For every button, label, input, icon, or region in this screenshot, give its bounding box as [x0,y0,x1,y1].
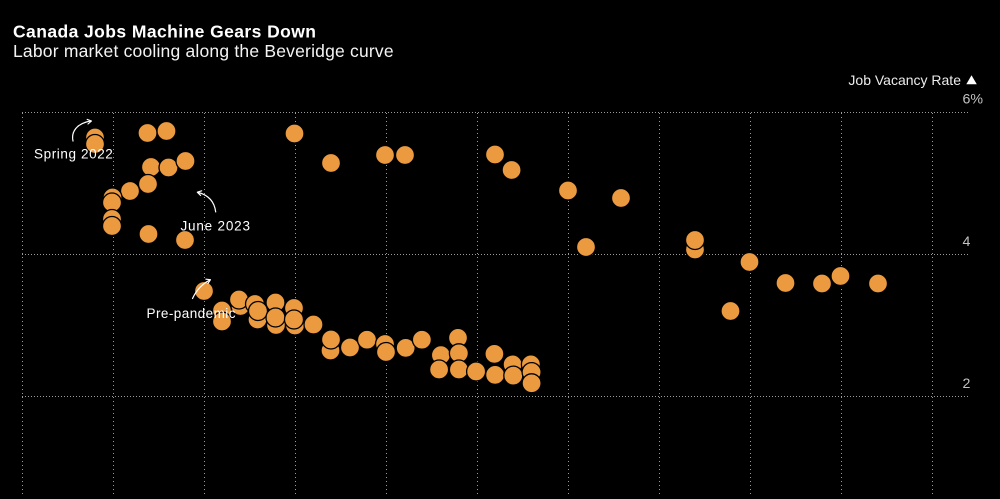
svg-text:Canada Jobs Machine Gears Down: Canada Jobs Machine Gears Down [13,22,316,42]
svg-text:June 2023: June 2023 [181,219,251,234]
svg-text:6%: 6% [963,92,984,108]
svg-text:Spring 2022: Spring 2022 [34,147,113,162]
svg-text:Labor market cooling along the: Labor market cooling along the Beveridge… [13,41,394,61]
svg-text:2: 2 [963,376,971,392]
svg-text:4: 4 [963,234,971,250]
svg-text:Pre-pandemic: Pre-pandemic [147,306,236,321]
svg-text:Job Vacancy Rate: Job Vacancy Rate [848,72,961,88]
